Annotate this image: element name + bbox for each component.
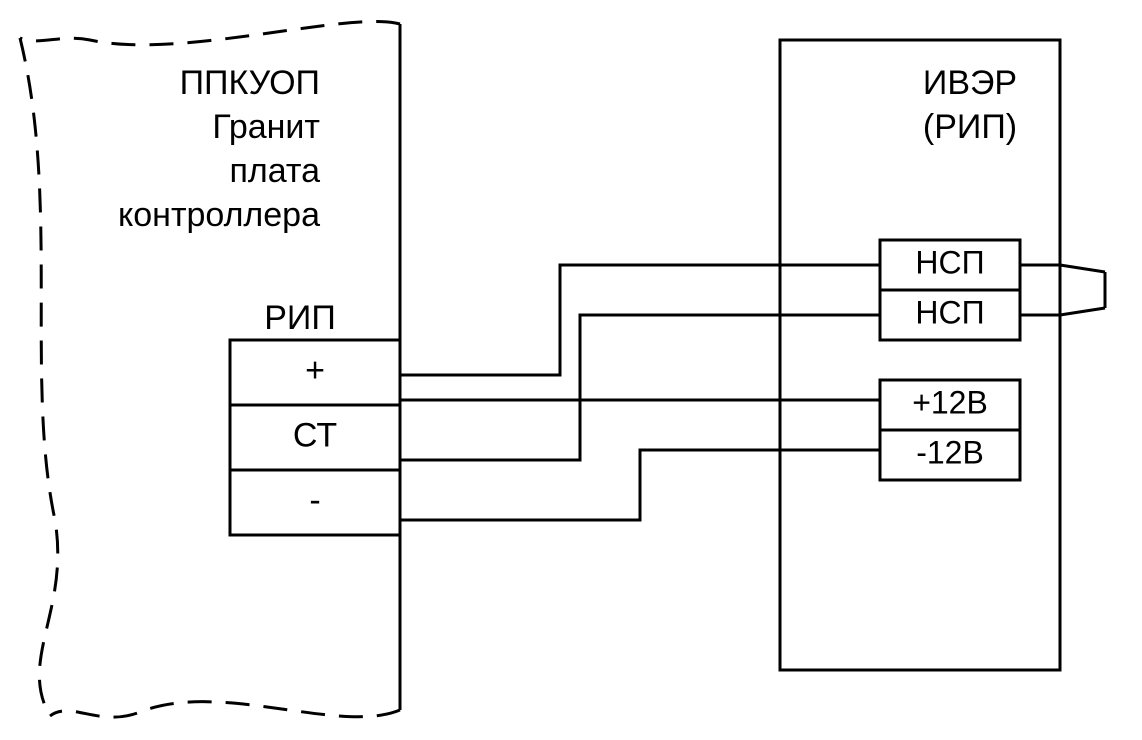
wire: [400, 265, 880, 375]
right-terminal: НСП: [915, 294, 984, 330]
left-title-line: контроллера: [118, 196, 320, 234]
right-terminal: НСП: [915, 244, 984, 280]
left-terminal: +: [305, 351, 325, 389]
left-title-line: плата: [229, 152, 320, 190]
left-conn-header: РИП: [264, 299, 336, 337]
left-title-line: ППКУОП: [180, 64, 320, 102]
right-terminal: -12В: [916, 434, 984, 470]
left-title-line: Гранит: [212, 108, 320, 146]
left-terminal: -: [309, 481, 320, 519]
wire: [400, 315, 880, 460]
left-terminal: СТ: [293, 416, 337, 454]
right-title-line: ИВЭР: [923, 64, 1017, 102]
right-terminal: +12В: [912, 384, 988, 420]
right-title-line: (РИП): [923, 108, 1017, 146]
